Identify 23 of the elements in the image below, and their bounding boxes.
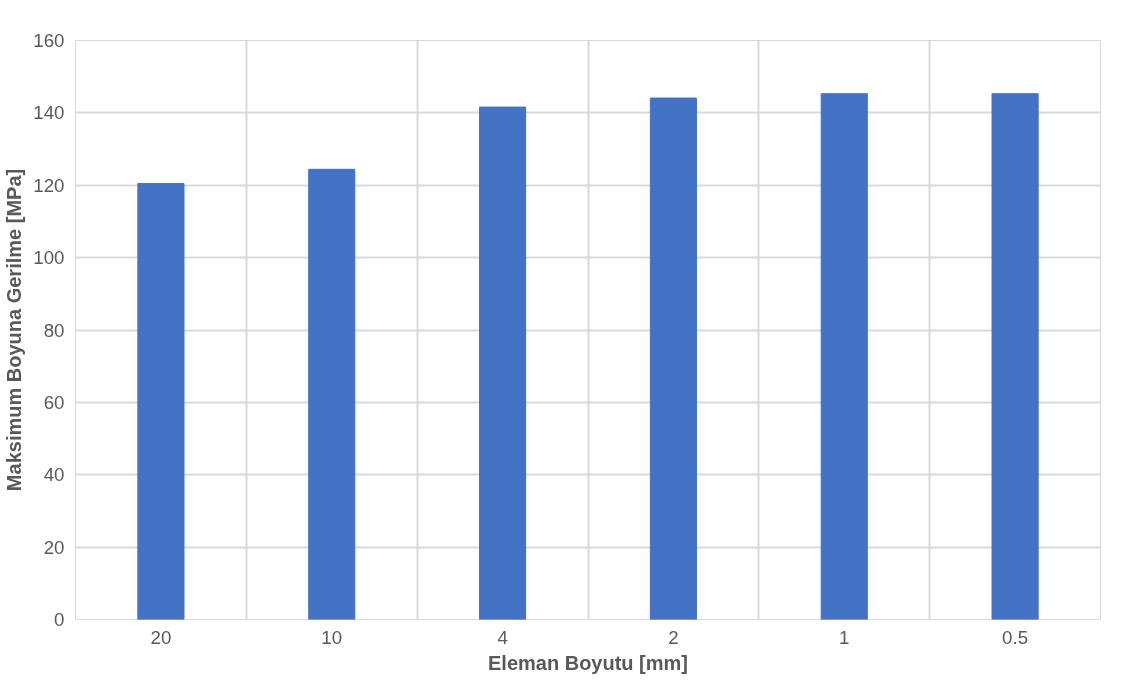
y-tick-label: 40 [43,464,65,486]
y-tick-label: 80 [43,319,65,341]
y-axis-title: Maksimum Boyuna Gerilme [MPa] [3,168,26,492]
x-tick-label: 10 [321,626,343,648]
y-tick-label: 0 [54,609,65,630]
x-axis-title: Eleman Boyutu [mm] [487,651,689,674]
x-tick-label: 4 [497,626,508,648]
x-tick-label: 0.5 [1002,626,1029,648]
bar [991,93,1039,620]
y-tick-label: 120 [33,174,65,196]
y-tick-label: 160 [33,30,65,51]
x-tick-label: 2 [668,626,679,648]
bar [479,106,527,620]
y-tick-label: 140 [33,102,65,124]
y-tick-label: 60 [43,391,65,413]
x-tick-label: 20 [150,626,172,648]
y-tick-label: 20 [43,536,65,558]
bar [137,182,185,620]
x-tick-label: 1 [839,626,850,648]
bar [308,168,356,620]
bar [820,93,868,620]
bar [649,97,697,620]
y-tick-label: 100 [33,247,65,269]
